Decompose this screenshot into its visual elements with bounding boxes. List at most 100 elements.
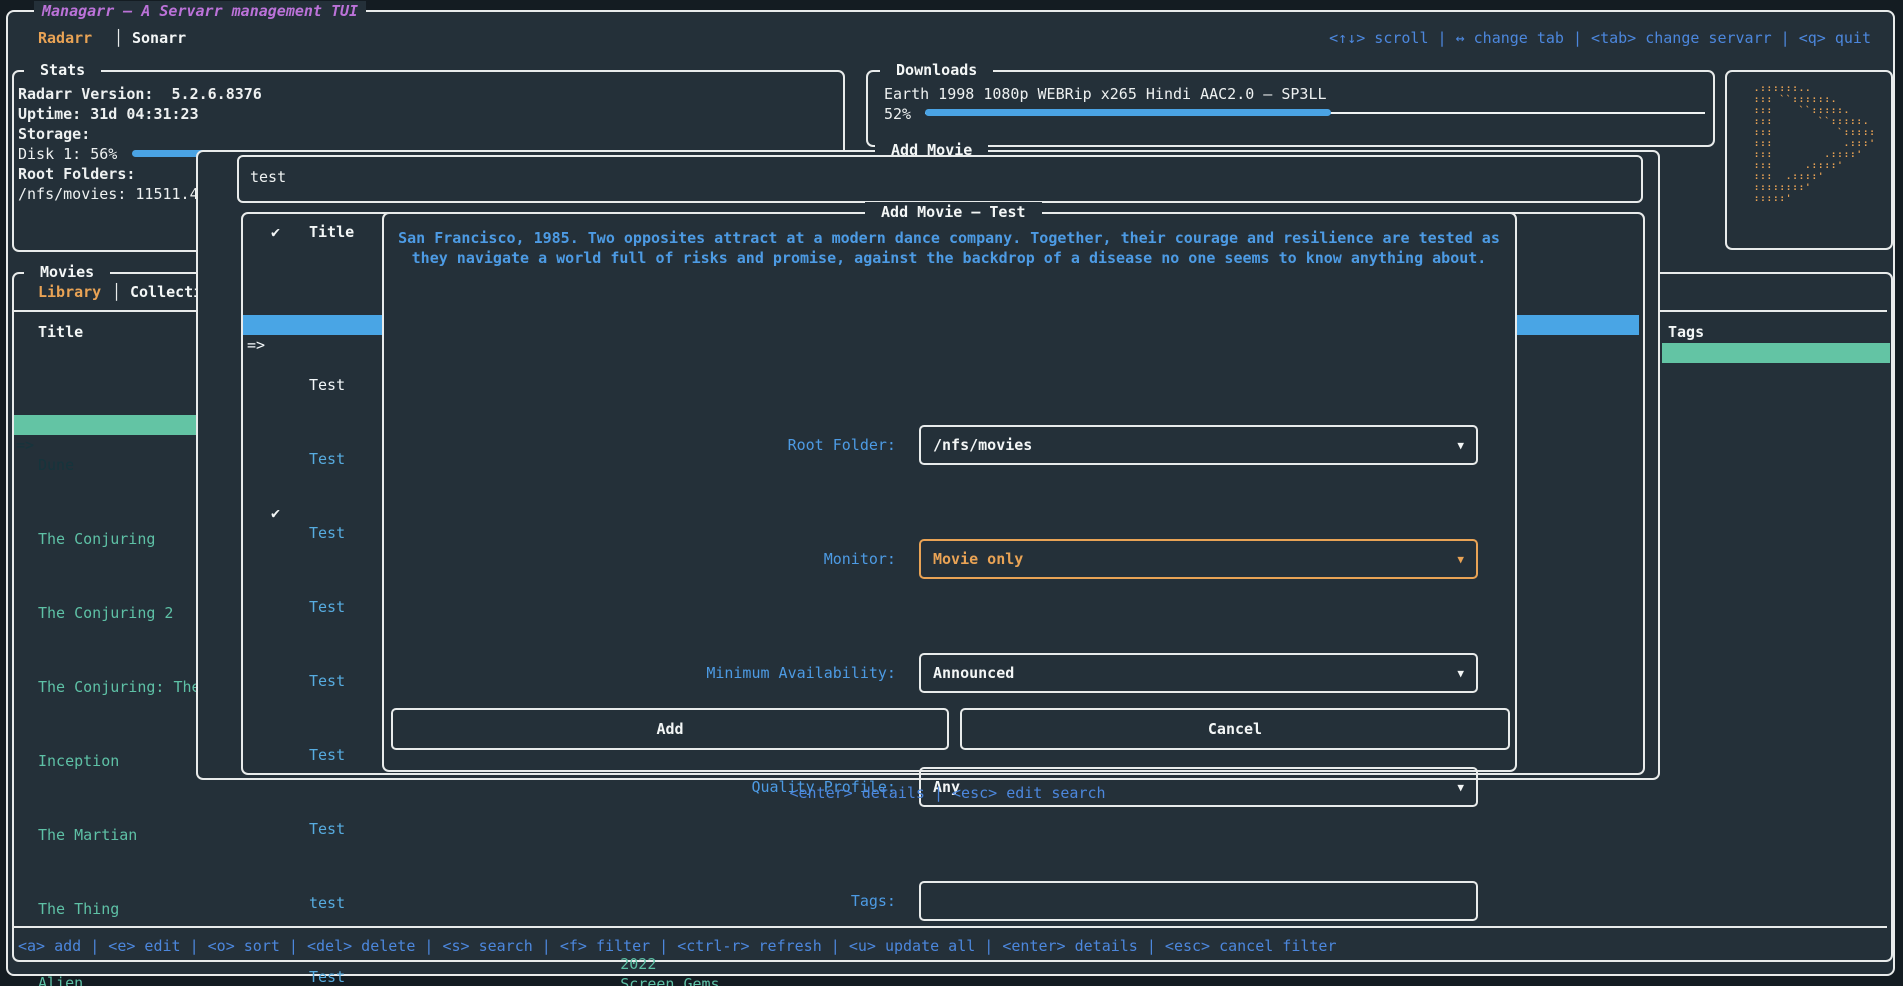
- search-result-item[interactable]: => Test: [243, 685, 1639, 764]
- library-list-item[interactable]: => The Conjuring: The De: [14, 637, 228, 696]
- add-movie-modal: [382, 212, 1517, 772]
- library-footer-separator: [14, 926, 1887, 928]
- library-list-item[interactable]: => Dune: [14, 415, 196, 474]
- result-title: Test: [309, 524, 346, 542]
- field-select[interactable]: /nfs/movies ▼: [919, 425, 1478, 465]
- add-movie-modal-title: Add Movie — Test: [865, 202, 1042, 222]
- form-field-row: Minimum Availability: Announced ▼: [382, 653, 1502, 693]
- result-title: Test: [309, 672, 346, 690]
- add-movie-footer-help: <enter> details | <esc> edit search: [789, 784, 1106, 802]
- movie-search-input[interactable]: [237, 155, 1643, 203]
- movie-overview: San Francisco, 1985. Two opposites attra…: [398, 229, 1500, 267]
- result-title: test: [309, 894, 346, 912]
- field-value: Movie only: [933, 550, 1024, 568]
- movie-title: Alien: [38, 974, 84, 986]
- field-select[interactable]: Any ▼: [919, 767, 1478, 807]
- add-button[interactable]: Add: [391, 708, 949, 750]
- movie-title: The Conjuring: [38, 530, 156, 548]
- field-label: Minimum Availability:: [706, 664, 905, 682]
- chevron-down-icon: ▼: [1457, 780, 1464, 794]
- search-result-item[interactable]: => Test: [243, 537, 1639, 616]
- stats-disk-label: Disk 1: 56%: [18, 145, 118, 163]
- search-result-item[interactable]: => ✔ Test: [243, 463, 1639, 542]
- field-select[interactable]: Movie only ▼: [919, 539, 1478, 579]
- chevron-down-icon: ▼: [1457, 666, 1464, 680]
- chevron-down-icon: ▼: [1457, 438, 1464, 452]
- cell-studio: Screen Gems: [620, 975, 720, 986]
- field-select[interactable]: Announced ▼: [919, 653, 1478, 693]
- library-list-item[interactable]: => The Conjuring: [14, 489, 196, 548]
- result-title: Test: [309, 450, 346, 468]
- stats-storage-label: Storage:: [18, 125, 91, 143]
- stats-rootfolders-label: Root Folders:: [18, 165, 136, 183]
- library-title-header: Title: [38, 323, 84, 341]
- form-field-row: Quality Profile: Any ▼: [382, 767, 1502, 807]
- selection-arrow: =>: [247, 336, 266, 354]
- library-tab-separator-1: │: [112, 283, 122, 301]
- field-value: Any: [933, 778, 961, 796]
- table-row[interactable]: 2022 Screen Gems 1h 45m PG-13 English 1.…: [548, 934, 863, 986]
- library-tab[interactable]: Library: [38, 283, 102, 301]
- search-result-item[interactable]: => Test: [243, 981, 1639, 986]
- movie-search-value: test: [250, 168, 287, 186]
- result-title: Test: [309, 376, 346, 394]
- library-list: => Dune => The Conjuring => The Conjurin…: [14, 343, 228, 986]
- search-result-item[interactable]: => Test: [243, 611, 1639, 690]
- form-field-row: Root Folder: /nfs/movies ▼: [382, 425, 1502, 465]
- movie-title: The Conjuring 2: [38, 604, 174, 622]
- stats-uptime: Uptime: 31d 04:31:23: [18, 105, 199, 123]
- library-detail-rows: 2022 Screen Gems 1h 45m PG-13 English 1.…: [548, 862, 863, 986]
- library-list-item[interactable]: => The Thing: [14, 859, 196, 918]
- add-movie-form: Root Folder: /nfs/movies ▼ Monitor: Movi…: [382, 353, 1502, 977]
- result-title: Test: [309, 598, 346, 616]
- movie-title: Inception: [38, 752, 120, 770]
- selected-row-tags-cell: [1662, 343, 1890, 363]
- library-keybinds: <a> add | <e> edit | <o> sort | <del> de…: [18, 937, 1337, 955]
- result-title: Test: [309, 746, 346, 764]
- movies-panel-title: Movies: [24, 262, 111, 282]
- chevron-down-icon: ▼: [1457, 552, 1464, 566]
- search-result-item[interactable]: => Test: [243, 907, 1639, 986]
- form-field-row: Monitor: Movie only ▼: [382, 539, 1502, 579]
- top-help-keybinds: <↑↓> scroll | ↔ change tab | <tab> chang…: [1329, 29, 1871, 47]
- selection-arrow: =>: [16, 436, 35, 454]
- field-label: Root Folder:: [787, 436, 905, 454]
- search-result-item[interactable]: => test: [243, 833, 1639, 912]
- field-value: Announced: [933, 664, 1015, 682]
- downloads-panel-title: Downloads: [880, 60, 994, 80]
- radarr-logo: .::::::.. ::: ``::::::. ::: ``:::::. :::…: [1753, 84, 1876, 204]
- field-select[interactable]: [919, 881, 1478, 921]
- field-label: Monitor:: [823, 550, 905, 568]
- movie-title: The Thing: [38, 900, 120, 918]
- cell-year: 2022: [620, 955, 657, 973]
- tab-separator: │: [114, 29, 124, 47]
- disk-usage-bar: [132, 150, 236, 157]
- library-list-item[interactable]: => The Martian: [14, 785, 196, 844]
- download-item-name: Earth 1998 1080p WEBRip x265 Hindi AAC2.…: [884, 85, 1327, 103]
- download-progress-bar: [925, 109, 1331, 116]
- stats-version: Radarr Version: 5.2.6.8376: [18, 85, 262, 103]
- library-list-item[interactable]: => Inception: [14, 711, 196, 770]
- results-title-header: Title: [309, 223, 355, 241]
- app-title: Managarr — A Servarr management TUI: [34, 1, 367, 22]
- form-field-row: Tags:: [382, 881, 1502, 921]
- cancel-button[interactable]: Cancel: [960, 708, 1510, 750]
- logo-panel: .::::::.. ::: ``::::::. ::: ``:::::. :::…: [1725, 70, 1893, 250]
- result-title: Test: [309, 820, 346, 838]
- field-value: /nfs/movies: [933, 436, 1033, 454]
- results-check-header: ✔: [271, 223, 281, 241]
- field-label: Quality Profile:: [751, 778, 905, 796]
- stats-panel-title: Stats: [24, 60, 102, 80]
- tab-radarr[interactable]: Radarr: [38, 29, 93, 47]
- search-result-item[interactable]: => Test: [243, 759, 1639, 838]
- search-result-item[interactable]: => Test: [243, 389, 1639, 468]
- movie-title: Dune: [38, 456, 75, 474]
- added-checkmark-icon: ✔: [271, 504, 281, 522]
- library-list-item[interactable]: => The Conjuring 2: [14, 563, 196, 622]
- downloads-panel: [866, 70, 1715, 147]
- library-list-item[interactable]: => Alien: [14, 933, 196, 986]
- movie-title: The Martian: [38, 826, 138, 844]
- tab-sonarr[interactable]: Sonarr: [132, 29, 187, 47]
- field-label: Tags:: [850, 892, 905, 910]
